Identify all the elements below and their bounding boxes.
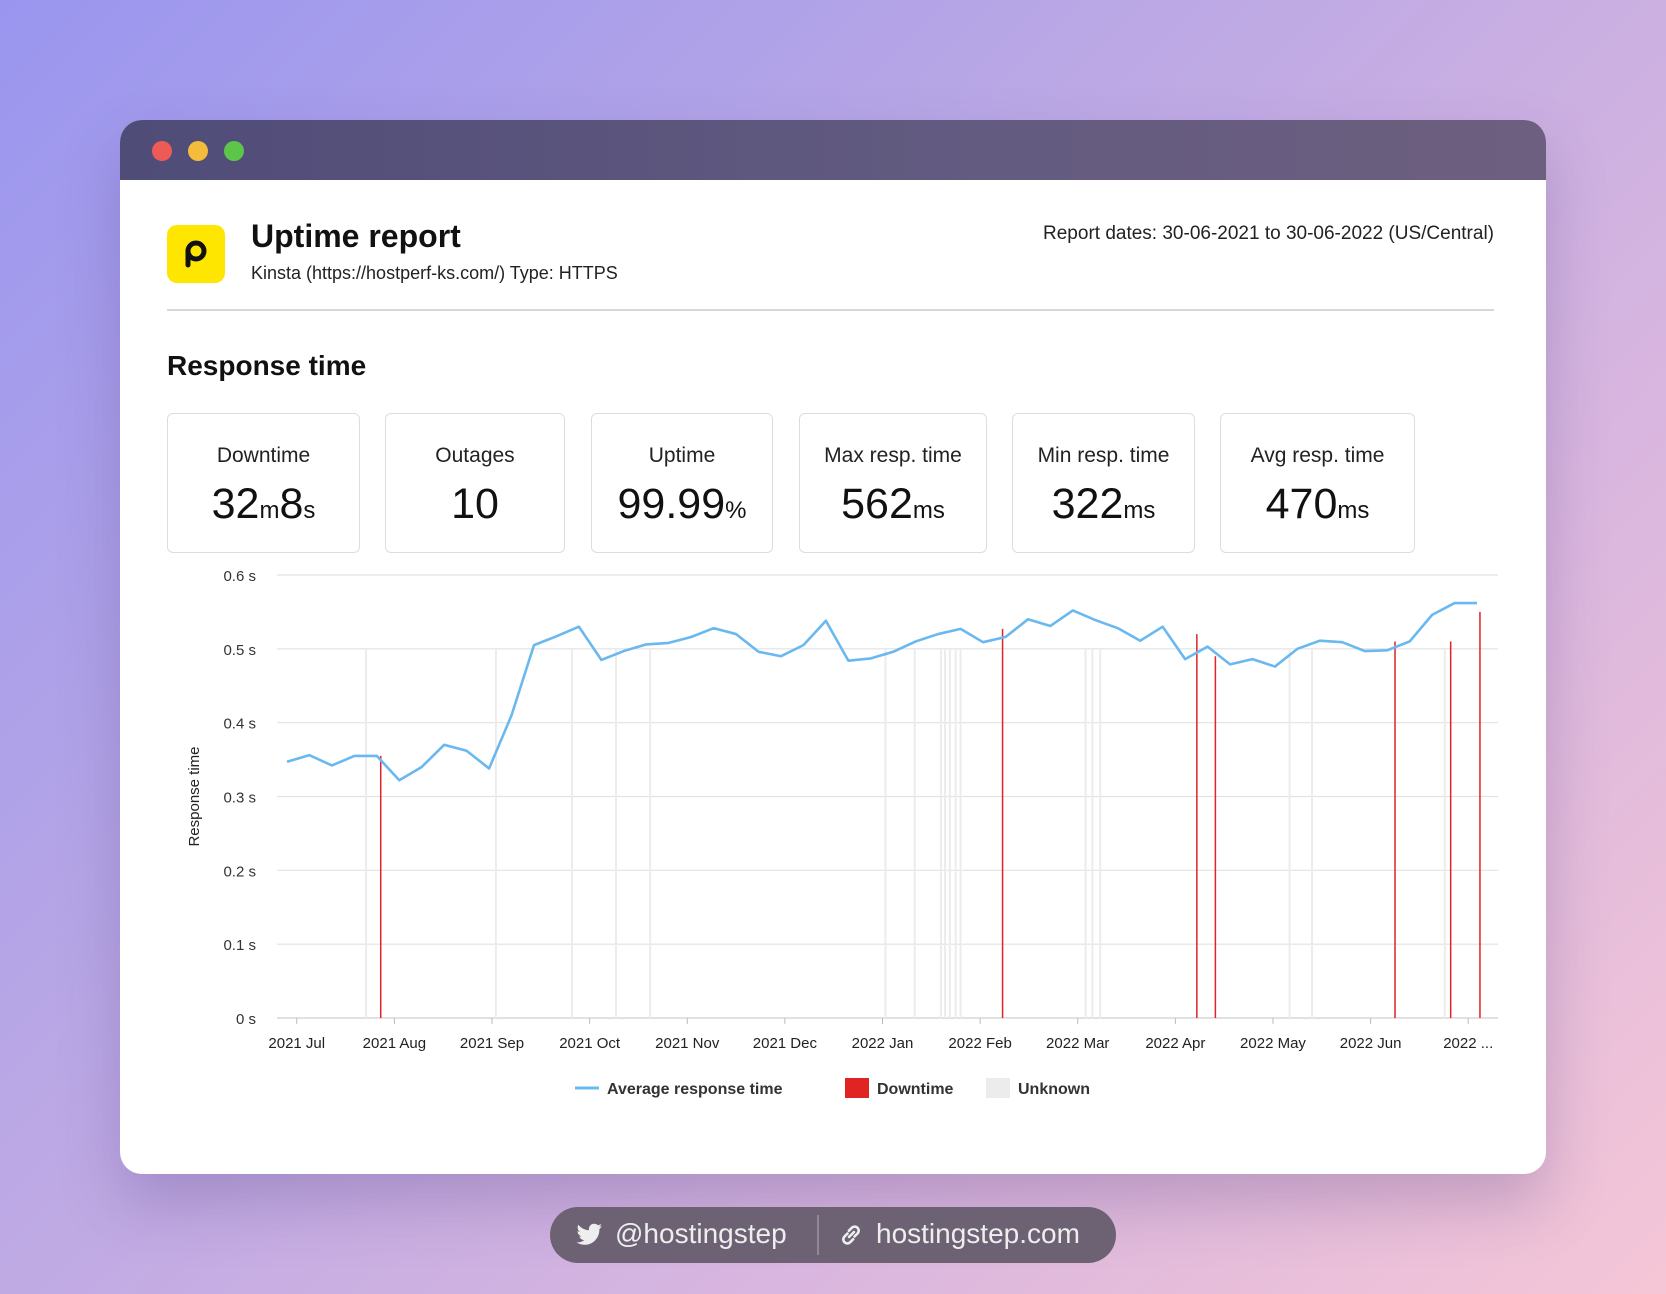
stat-label: Downtime	[216, 444, 311, 467]
stat-card-outages: Outages 10	[385, 413, 565, 553]
legend-swatch-box	[986, 1078, 1010, 1098]
stat-value: 32m8s	[211, 480, 316, 528]
stat-card-max-resp: Max resp. time 562ms	[799, 413, 987, 553]
x-tick-label: 2021 Sep	[460, 1035, 524, 1052]
x-tick-label: 2022 ...	[1443, 1035, 1493, 1052]
stat-label: Uptime	[648, 444, 716, 467]
y-tick-label: 0.4 s	[223, 716, 256, 733]
header-divider	[167, 309, 1494, 311]
close-window-button[interactable]	[152, 141, 172, 161]
stat-card-avg-resp: Avg resp. time 470ms	[1220, 413, 1415, 553]
stat-value: 99.99%	[617, 480, 747, 528]
x-tick-label: 2021 Dec	[753, 1035, 818, 1052]
twitter-icon	[574, 1221, 604, 1256]
y-tick-label: 0.2 s	[223, 863, 256, 880]
stat-card-downtime: Downtime 32m8s	[167, 413, 360, 553]
section-title: Response time	[167, 350, 367, 381]
x-tick-label: 2021 Aug	[363, 1035, 426, 1052]
report-window: Uptime report Kinsta (https://hostperf-k…	[120, 120, 1546, 1174]
y-tick-label: 0.6 s	[223, 568, 256, 585]
x-tick-label: 2021 Jul	[268, 1035, 325, 1052]
y-tick-label: 0.3 s	[223, 790, 256, 807]
x-tick-label: 2022 May	[1240, 1035, 1306, 1052]
legend-swatch-box	[845, 1078, 869, 1098]
x-tick-label: 2022 Apr	[1145, 1035, 1205, 1052]
page-title: Uptime report	[251, 218, 461, 254]
monitor-subtitle: Kinsta (https://hostperf-ks.com/) Type: …	[251, 263, 618, 283]
stat-value: 10	[451, 480, 499, 528]
average-response-line	[286, 601, 1478, 782]
legend-label: Unknown	[1018, 1081, 1090, 1098]
stat-card-uptime: Uptime 99.99%	[591, 413, 773, 553]
twitter-handle[interactable]: @hostingstep	[615, 1218, 787, 1249]
link-icon	[837, 1221, 865, 1256]
legend-label: Average response time	[607, 1081, 783, 1098]
stat-value: 562ms	[841, 480, 945, 528]
x-tick-label: 2022 Mar	[1046, 1035, 1109, 1052]
stat-label: Min resp. time	[1037, 444, 1170, 467]
stat-label: Avg resp. time	[1250, 444, 1385, 467]
y-tick-label: 0.5 s	[223, 642, 256, 659]
x-tick-label: 2022 Feb	[948, 1035, 1011, 1052]
brand-logo-icon	[167, 225, 225, 283]
x-tick-label: 2021 Oct	[559, 1035, 621, 1052]
y-axis-label: Response time	[186, 746, 203, 846]
stat-label: Outages	[435, 444, 515, 467]
stat-value: 470ms	[1265, 480, 1370, 528]
y-tick-label: 0 s	[236, 1011, 256, 1028]
x-tick-label: 2022 Jan	[852, 1035, 914, 1052]
footer-divider	[817, 1215, 819, 1255]
response-time-chart: 0 s 0.1 s 0.2 s 0.3 s 0.4 s 0.5 s 0.6 s Respons…	[186, 568, 1498, 1098]
minimize-window-button[interactable]	[188, 141, 208, 161]
y-tick-label: 0.1 s	[223, 937, 256, 954]
stat-card-min-resp: Min resp. time 322ms	[1012, 413, 1195, 553]
x-tick-label: 2022 Jun	[1340, 1035, 1402, 1052]
stat-label: Max resp. time	[824, 444, 962, 467]
stat-value: 322ms	[1051, 480, 1156, 528]
legend-label: Downtime	[877, 1081, 954, 1098]
x-tick-label: 2021 Nov	[655, 1035, 720, 1052]
maximize-window-button[interactable]	[224, 141, 244, 161]
report-dates: Report dates: 30-06-2021 to 30-06-2022 (…	[1043, 223, 1494, 244]
social-footer: @hostingstep hostingstep.com	[550, 1207, 1116, 1263]
window-titlebar	[120, 120, 1546, 180]
website-link[interactable]: hostingstep.com	[876, 1218, 1080, 1249]
